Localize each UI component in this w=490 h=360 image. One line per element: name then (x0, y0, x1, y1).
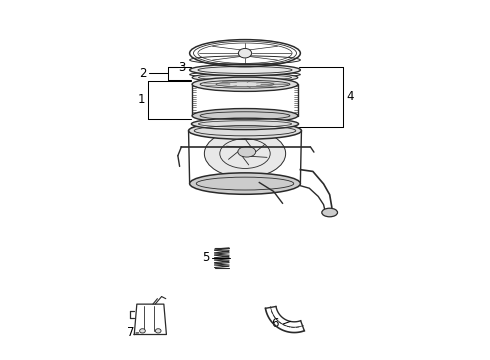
Ellipse shape (192, 77, 298, 91)
Ellipse shape (192, 109, 298, 123)
Text: 3: 3 (178, 60, 186, 73)
Text: 1: 1 (138, 94, 145, 107)
Ellipse shape (322, 208, 338, 217)
Ellipse shape (190, 64, 300, 76)
Text: 2: 2 (139, 67, 147, 80)
Ellipse shape (238, 147, 256, 157)
Text: 7: 7 (127, 327, 134, 339)
Ellipse shape (140, 329, 146, 333)
Ellipse shape (155, 329, 161, 333)
Ellipse shape (192, 118, 298, 130)
Ellipse shape (192, 73, 298, 82)
Ellipse shape (238, 49, 252, 58)
Ellipse shape (189, 122, 301, 139)
Text: 4: 4 (346, 90, 354, 103)
Text: 5: 5 (203, 251, 210, 264)
Text: 6: 6 (271, 318, 279, 330)
Ellipse shape (204, 130, 286, 177)
Ellipse shape (190, 173, 300, 194)
